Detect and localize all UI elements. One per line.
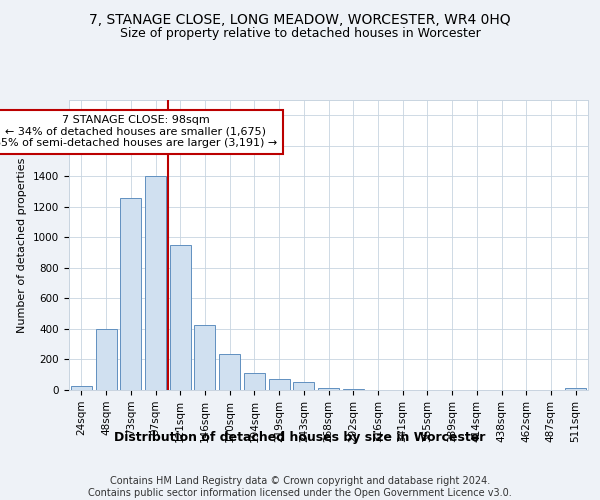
Bar (244, 373, 265, 390)
Bar (170, 245, 191, 390)
Bar (219, 354, 240, 390)
Bar (343, 389, 364, 390)
Text: Distribution of detached houses by size in Worcester: Distribution of detached houses by size … (115, 431, 485, 444)
Text: Size of property relative to detached houses in Worcester: Size of property relative to detached ho… (119, 28, 481, 40)
Y-axis label: Number of detached properties: Number of detached properties (17, 158, 28, 332)
Text: Contains HM Land Registry data © Crown copyright and database right 2024.
Contai: Contains HM Land Registry data © Crown c… (88, 476, 512, 498)
Bar (318, 388, 339, 390)
Text: 7, STANAGE CLOSE, LONG MEADOW, WORCESTER, WR4 0HQ: 7, STANAGE CLOSE, LONG MEADOW, WORCESTER… (89, 12, 511, 26)
Text: 7 STANAGE CLOSE: 98sqm
← 34% of detached houses are smaller (1,675)
65% of semi-: 7 STANAGE CLOSE: 98sqm ← 34% of detached… (0, 116, 277, 148)
Bar (71, 386, 92, 390)
Bar (120, 198, 141, 390)
Bar (565, 388, 586, 390)
Bar (95, 329, 116, 390)
Bar (194, 325, 215, 390)
Bar (145, 176, 166, 390)
Bar (293, 382, 314, 390)
Bar (269, 380, 290, 390)
